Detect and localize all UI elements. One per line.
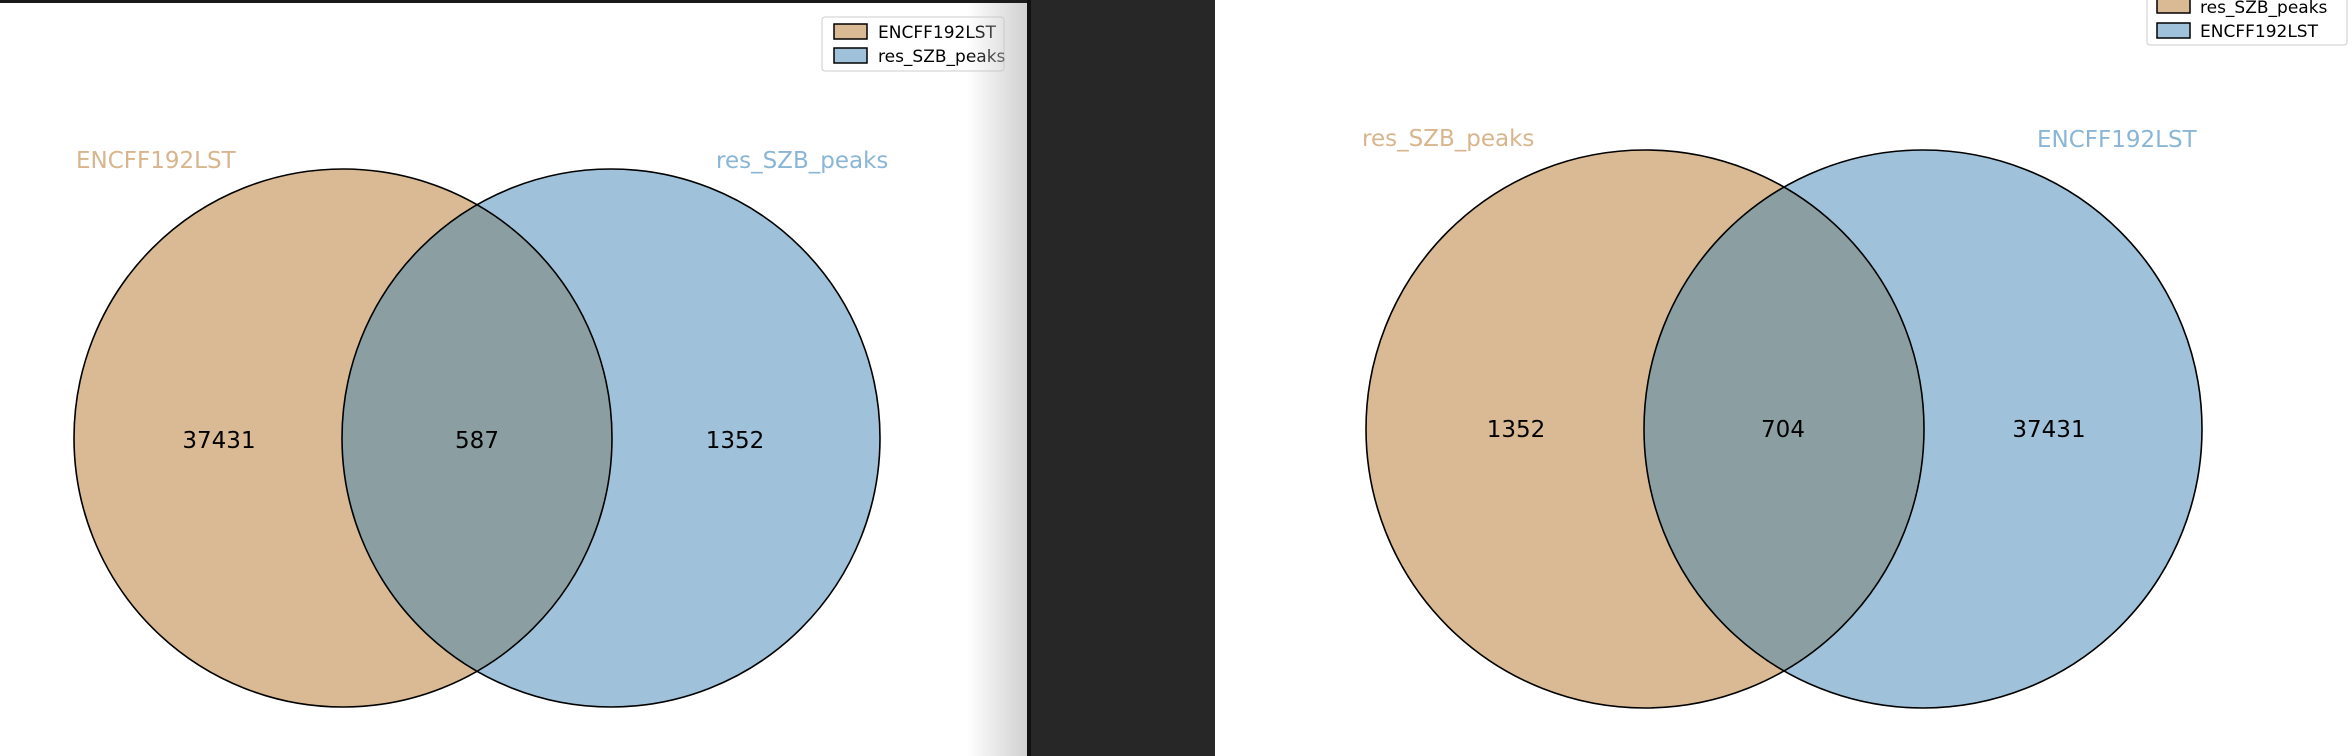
legend-label-a: res_SZB_peaks [2200,0,2328,18]
circle-set-b-outline [341,168,881,708]
circle-set-a-outline [73,168,613,708]
set-b-label: res_SZB_peaks [716,148,888,174]
circle-set-b-outline [1643,149,2203,709]
circle-set-a-outline [1365,149,1925,709]
venn-panel-right: res_SZB_peaks ENCFF192LST 1352 704 37431… [1215,0,2352,756]
window-shadow [967,3,1027,756]
legend-label-b: ENCFF192LST [2200,22,2319,42]
overlap-region [342,169,612,707]
venn-diagram-left: ENCFF192LST res_SZB_peaks 37431 587 1352… [73,16,1006,708]
count-both: 704 [1761,417,1805,443]
window-edge [1027,0,1031,756]
legend-swatch-a [833,23,868,40]
legend: res_SZB_peaks ENCFF192LST [2146,0,2348,46]
count-both: 587 [455,428,499,454]
set-a-label: ENCFF192LST [76,148,237,174]
count-a-only: 1352 [1487,417,1546,443]
venn-diagram-right: res_SZB_peaks ENCFF192LST 1352 704 37431… [1362,0,2348,709]
count-a-only: 37431 [182,428,255,454]
legend-swatch-a [2156,0,2191,14]
count-b-only: 1352 [706,428,765,454]
count-b-only: 37431 [2012,417,2085,443]
legend-swatch-b [2156,22,2191,39]
legend-label-a: ENCFF192LST [878,23,997,43]
legend-swatch-b [833,47,868,64]
set-a-label: res_SZB_peaks [1362,126,1534,152]
venn-panel-left: ENCFF192LST res_SZB_peaks 37431 587 1352… [0,0,1027,756]
set-b-label: ENCFF192LST [2037,127,2198,153]
legend: ENCFF192LST res_SZB_peaks [821,16,1006,72]
overlap-region [1644,150,1924,708]
